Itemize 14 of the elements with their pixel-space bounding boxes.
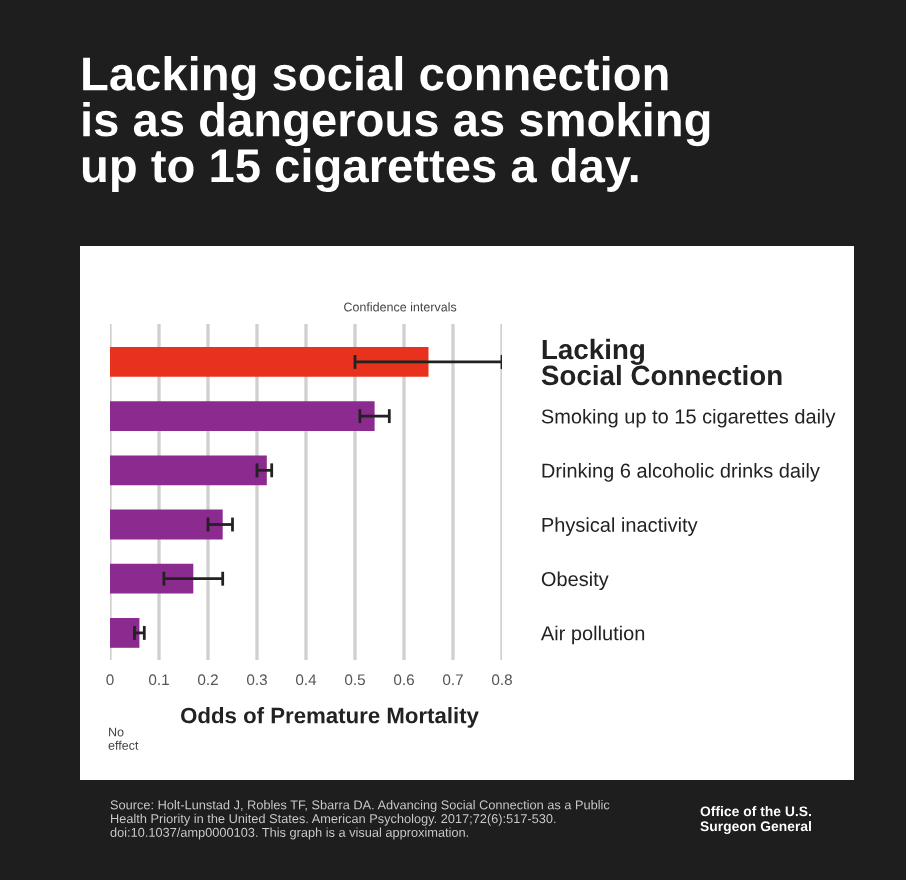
y-tick-label: Smoking up to 15 cigarettes daily bbox=[541, 408, 836, 428]
x-axis-title: Odds of Premature Mortality bbox=[181, 707, 479, 728]
bar bbox=[110, 618, 140, 648]
y-tick-label: Drinking 6 alcoholic drinks daily bbox=[542, 463, 820, 482]
bar bbox=[110, 455, 267, 486]
y-tick-label: Physical inactivity bbox=[542, 517, 698, 536]
y-tick-label: Lacking Social Connection bbox=[541, 338, 782, 386]
bar bbox=[110, 563, 194, 594]
bar bbox=[110, 347, 429, 377]
chart-title: Lacking social connection is as dangerous as smoking up to 15 cigarettes a day. bbox=[82, 56, 710, 193]
y-tick-label: Air pollution bbox=[540, 625, 645, 645]
bar bbox=[110, 401, 375, 432]
y-tick-label: Obesity bbox=[541, 571, 609, 591]
bar bbox=[110, 509, 223, 540]
